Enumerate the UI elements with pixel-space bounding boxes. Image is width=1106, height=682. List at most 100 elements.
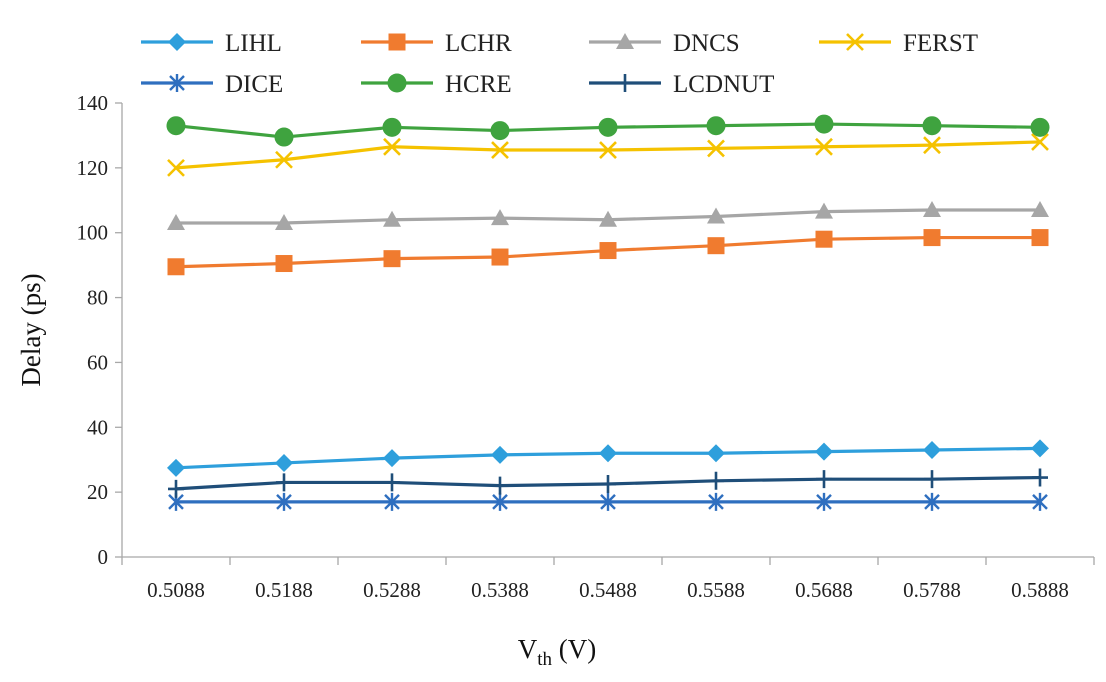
asterisk-shape	[276, 492, 292, 511]
data-point	[815, 137, 833, 156]
data-point	[599, 242, 617, 260]
data-point	[923, 229, 941, 247]
data-point	[275, 255, 293, 273]
data-point	[383, 137, 401, 156]
square-shape	[383, 250, 401, 268]
circle-shape	[598, 117, 618, 137]
data-point	[707, 444, 725, 463]
series-dice	[168, 492, 1048, 511]
x-tick-label: 0.5788	[903, 578, 961, 602]
y-axis-title: Delay (ps)	[16, 273, 46, 386]
data-point	[1031, 201, 1049, 218]
asterisk-shape	[1032, 492, 1048, 511]
data-point	[168, 479, 184, 498]
y-tick-label: 40	[87, 415, 108, 439]
diamond-shape	[491, 445, 509, 464]
data-point	[167, 258, 185, 276]
y-tick-label: 0	[98, 545, 109, 569]
x-shape	[167, 158, 185, 177]
diamond-shape	[383, 449, 401, 468]
data-point	[383, 250, 401, 268]
triangle-shape	[1031, 201, 1049, 218]
circle-shape	[706, 116, 726, 136]
square-shape	[815, 230, 833, 248]
x-tick-label: 0.5288	[363, 578, 421, 602]
legend-marker	[169, 74, 185, 92]
data-point	[708, 492, 724, 511]
data-point	[491, 209, 509, 226]
data-point	[1031, 132, 1049, 151]
square-shape	[599, 242, 617, 260]
data-point	[923, 136, 941, 155]
diamond-shape	[923, 440, 941, 459]
asterisk-shape	[600, 492, 616, 511]
plus-shape	[384, 473, 400, 492]
data-point	[167, 158, 185, 177]
plus-shape	[924, 470, 940, 489]
series-layer	[166, 114, 1050, 511]
square-shape	[167, 258, 185, 276]
data-point	[167, 213, 185, 230]
data-point	[1030, 117, 1050, 137]
plus-shape	[600, 475, 616, 494]
x-axis-title-sub: th	[537, 649, 552, 670]
data-point	[167, 458, 185, 477]
x-tick-label: 0.5688	[795, 578, 853, 602]
legend-entry-lcdnut: LCDNUT	[589, 71, 774, 98]
legend-label: LCHR	[445, 30, 512, 57]
legend-label: DICE	[225, 71, 283, 98]
data-point	[598, 117, 618, 137]
legend-marker	[617, 74, 633, 92]
series-dncs	[167, 201, 1049, 230]
data-point	[1032, 492, 1048, 511]
series-lchr	[167, 229, 1049, 276]
triangle-shape	[383, 210, 401, 227]
x-shape	[491, 141, 509, 159]
data-point	[491, 248, 509, 266]
x-tick-label: 0.5388	[471, 578, 529, 602]
legend-label: HCRE	[445, 71, 512, 98]
x-axis-title-unit: (V)	[552, 634, 596, 664]
legend: LIHL LCHR DNCS FERST DICE HCRE LCDNUT	[141, 30, 978, 98]
circle-shape	[166, 116, 186, 136]
data-point	[490, 121, 510, 141]
square-shape	[388, 33, 406, 51]
series-line	[175, 140, 1041, 170]
data-point	[491, 445, 509, 464]
data-point	[275, 150, 293, 169]
plus-shape	[617, 74, 633, 92]
x-shape	[1031, 132, 1049, 151]
x-shape	[599, 141, 617, 159]
axes: 0 20 40 60 80 100 120 140 0.5088 0.5188 0.5288 0.53…	[77, 91, 1095, 602]
plus-shape	[168, 479, 184, 498]
circle-shape	[490, 121, 510, 141]
asterisk-shape	[816, 492, 832, 511]
x-shape	[275, 150, 293, 169]
diamond-shape	[168, 33, 186, 51]
diamond-shape	[167, 458, 185, 477]
square-shape	[275, 255, 293, 273]
x-axis-title-main: V	[518, 634, 538, 664]
diamond-shape	[1031, 439, 1049, 458]
diamond-shape	[815, 442, 833, 461]
data-point	[924, 470, 940, 489]
data-point	[815, 202, 833, 219]
square-shape	[1031, 229, 1049, 247]
plus-shape	[816, 470, 832, 489]
x-tick-label: 0.5888	[1011, 578, 1069, 602]
data-point	[599, 444, 617, 463]
x-shape	[815, 137, 833, 156]
triangle-shape	[275, 213, 293, 230]
circle-shape	[922, 116, 942, 136]
square-shape	[707, 237, 725, 255]
triangle-shape	[923, 201, 941, 218]
data-point	[600, 492, 616, 511]
y-tick-label: 100	[77, 221, 109, 245]
legend-entry-ferst: FERST	[819, 30, 978, 57]
legend-marker	[387, 73, 407, 93]
data-point	[707, 139, 725, 158]
data-point	[924, 492, 940, 511]
diamond-shape	[707, 444, 725, 463]
data-point	[492, 476, 508, 495]
series-lcdnut	[168, 468, 1048, 498]
